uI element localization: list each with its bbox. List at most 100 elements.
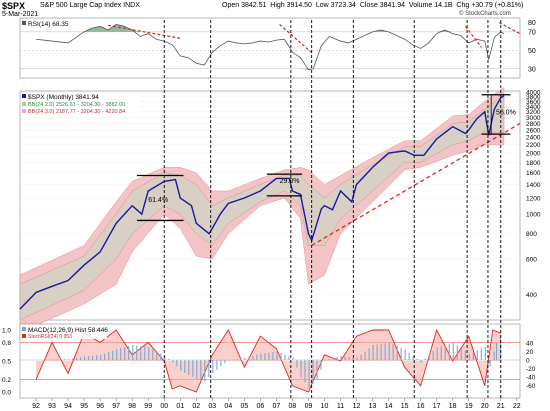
macd-hist-bar (84, 356, 86, 360)
x-axis: 92 93 94 95 96 97 98 99 00 01 02 03 04 05 06 07 08 09 10 11… (32, 398, 521, 410)
macd-hist-bar (440, 346, 442, 360)
macd-hist-bar (156, 351, 158, 360)
macd-hist-bar (336, 356, 338, 360)
macd-hist-bar (488, 360, 490, 364)
macd-hist-bar (368, 348, 370, 360)
macd-hist-bar (88, 356, 90, 360)
x-tick-label: 14 (385, 403, 393, 410)
macd-hist-bar (472, 351, 474, 360)
price-tick-label: 2000 (526, 151, 541, 158)
macd-hist-bar (495, 342, 498, 360)
macd-hist-bar (100, 354, 102, 360)
stoch-tick-label: 1.0 (2, 328, 11, 335)
x-tick-label: 06 (256, 403, 264, 410)
macd-hist-bar (380, 343, 382, 360)
rsi-tick-label: 80 (528, 20, 536, 27)
x-tick-label: 10 (321, 403, 329, 410)
macd-hist-bar (396, 346, 398, 360)
macd-hist-bar (480, 348, 482, 360)
macd-hist-bar (152, 349, 154, 360)
macd-tick-label: 40 (526, 340, 534, 347)
macd-hist-bar (489, 360, 491, 367)
macd-hist-bar (116, 349, 118, 360)
bb2-band (19, 94, 505, 321)
macd-hist-bar (476, 350, 478, 360)
macd-hist-bar (388, 342, 390, 360)
x-tick-label: 15 (401, 403, 409, 410)
macd-hist-bar (392, 344, 394, 360)
x-tick-label: 22 (513, 403, 521, 410)
macd-hist-bar (192, 360, 194, 378)
x-tick-label: 18 (449, 403, 457, 410)
macd-hist-bar (404, 349, 406, 360)
price-tick-label: 1400 (526, 182, 541, 189)
macd-hist-bar (292, 357, 294, 360)
volume-label: Volume (408, 2, 433, 9)
price-tick-label: 2600 (526, 127, 541, 134)
rsi-tick-label: 30 (528, 66, 536, 73)
rsi-tick-label: 50 (528, 48, 536, 55)
chart-name: S&P 500 Large Cap Index INDX (40, 2, 140, 9)
x-tick-label: 98 (128, 403, 136, 410)
macd-hist-bar (204, 360, 206, 382)
bb3-legend-swatch (22, 109, 26, 113)
rsi-line (35, 24, 505, 71)
rsi-divergence-line (279, 24, 314, 55)
macd-hist-bar (284, 354, 286, 360)
x-tick-label: 92 (32, 403, 40, 410)
macd-tick-label: -20 (526, 366, 536, 373)
low-value: 3723.34 (330, 2, 356, 9)
macd-hist-bar (304, 360, 306, 383)
watermark: © StockCharts.com (459, 11, 511, 17)
chart-date: 5-Mar-2021 (2, 11, 39, 18)
chg-value: +30.79 (+0.81%) (471, 2, 524, 9)
macd-hist-bar (416, 358, 418, 360)
price-tick-label: 2400 (526, 135, 541, 142)
price-tick-label: 1600 (526, 170, 541, 177)
macd-hist-bar (372, 345, 374, 360)
price-tick-label: 3200 (526, 109, 541, 116)
macd-hist-bar (72, 358, 74, 360)
macd-hist-bar (60, 359, 62, 360)
rsi-divergence-line (465, 25, 483, 48)
macd-hist-bar (332, 357, 334, 360)
cycle-markers (163, 20, 502, 398)
x-tick-label: 05 (240, 403, 248, 410)
macd-hist-bar (276, 351, 278, 360)
macd-hist-bar (136, 345, 138, 360)
macd-hist-bar (248, 356, 250, 360)
macd-tick-label: 0 (526, 358, 530, 365)
close-value: 3841.94 (379, 2, 406, 9)
macd-legend-bg (21, 325, 107, 339)
macd-hist-bar (188, 360, 190, 375)
trendline-support (311, 122, 521, 247)
macd-hist-bar (340, 355, 342, 360)
macd-hist-bar (408, 352, 410, 360)
macd-hist-bar (232, 359, 234, 360)
macd-hist-bar (499, 336, 502, 360)
macd-hist-bar (428, 354, 430, 360)
stoch-tick-label: 0.8 (2, 340, 11, 347)
macd-hist-bar (288, 356, 290, 360)
price-tick-label: 400 (526, 292, 537, 299)
price-tick-label: 600 (526, 257, 537, 264)
macd-hist-bar (236, 358, 238, 360)
macd-hist-bar (468, 353, 470, 360)
x-tick-label: 95 (80, 403, 88, 410)
rsi-legend-bg (21, 19, 69, 27)
open-value: 3842.51 (241, 2, 267, 9)
stoch-tick-label: 0.5 (2, 359, 11, 366)
macd-hist-bar (432, 350, 434, 360)
macd-hist-bar (164, 355, 166, 360)
macd-hist-bar (208, 360, 210, 378)
stoch-line (35, 328, 501, 393)
rsi-panel: 30 50 70 80 RSI(14) 68.35 (19, 17, 536, 79)
macd-hist-bar (412, 355, 414, 360)
x-tick-label: 17 (433, 403, 441, 410)
price-legend: $SPX (Monthly) 3841.94 (28, 94, 99, 101)
macd-hist-bar (92, 355, 94, 360)
x-tick-label: 13 (369, 403, 377, 410)
macd-hist-bar (420, 360, 422, 363)
x-tick-label: 20 (481, 403, 489, 410)
